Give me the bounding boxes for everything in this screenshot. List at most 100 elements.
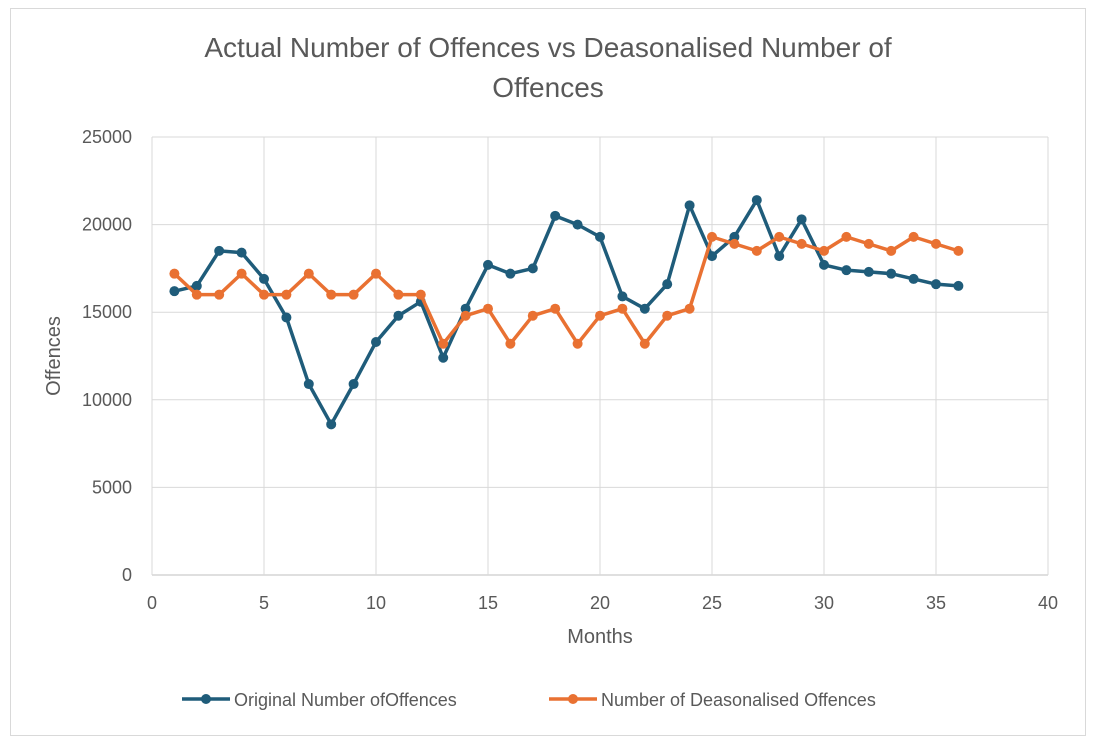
data-point: [326, 419, 337, 430]
data-point: [662, 310, 673, 321]
y-axis-title: Offences: [43, 316, 65, 396]
series-layer: [169, 195, 964, 430]
data-point: [684, 303, 695, 314]
data-point: [281, 289, 292, 300]
data-point: [214, 289, 225, 300]
data-point: [662, 279, 673, 290]
y-tick-label: 15000: [82, 302, 132, 322]
data-point: [483, 303, 493, 314]
x-tick-label: 20: [590, 593, 610, 613]
data-point: [393, 289, 404, 300]
data-point: [483, 259, 493, 270]
x-tick-label: 15: [478, 593, 498, 613]
data-point: [908, 231, 919, 242]
data-point: [348, 379, 359, 390]
data-point: [639, 303, 650, 314]
data-point: [819, 245, 829, 256]
data-point: [617, 303, 628, 314]
data-point: [438, 338, 449, 349]
data-point: [169, 268, 180, 279]
data-point: [236, 268, 247, 279]
data-point: [438, 352, 449, 363]
y-tick-label: 20000: [82, 215, 132, 235]
legend-marker-original: [201, 694, 211, 704]
x-tick-label: 0: [147, 593, 157, 613]
x-axis-title: Months: [567, 626, 633, 648]
y-tick-label: 5000: [92, 477, 132, 497]
x-tick-label: 30: [814, 593, 834, 613]
data-point: [684, 200, 695, 211]
data-point: [371, 336, 381, 347]
y-tick-label: 10000: [82, 390, 132, 410]
data-point: [863, 238, 874, 249]
x-tick-label: 40: [1038, 593, 1058, 613]
legend: Original Number ofOffences Number of Dea…: [182, 690, 876, 710]
series-line: [173, 235, 959, 346]
chart-frame: [10, 8, 1086, 736]
x-tick-label: 35: [926, 593, 946, 613]
data-point: [550, 210, 561, 221]
data-point: [527, 310, 538, 321]
data-point: [931, 238, 941, 249]
data-point: [841, 231, 852, 242]
data-point: [729, 231, 740, 242]
x-tick-label: 5: [259, 593, 269, 613]
data-point: [326, 289, 337, 300]
data-point: [729, 238, 740, 249]
data-point: [751, 245, 762, 256]
data-point: [639, 338, 650, 349]
data-point: [617, 291, 628, 302]
data-point: [707, 231, 717, 242]
data-point: [841, 265, 852, 276]
legend-label-deseasonalised: Number of Deasonalised Offences: [601, 690, 876, 710]
data-point: [303, 379, 314, 390]
data-point: [415, 289, 426, 300]
chart-title-line-1: Actual Number of Offences vs Deasonalise…: [204, 32, 892, 63]
data-point: [774, 231, 785, 242]
data-point: [527, 263, 538, 274]
data-point: [796, 238, 807, 249]
y-tick-label: 25000: [82, 127, 132, 147]
series-1: [169, 231, 964, 349]
data-point: [505, 338, 516, 349]
data-point: [259, 289, 269, 300]
data-point: [572, 219, 583, 230]
data-point: [460, 303, 471, 314]
data-point: [348, 289, 359, 300]
data-point: [460, 310, 471, 321]
data-point: [371, 268, 381, 279]
data-point: [281, 312, 292, 323]
data-point: [751, 195, 762, 206]
data-point: [214, 245, 225, 256]
chart-title-line-2: Offences: [492, 72, 604, 103]
data-point: [953, 245, 964, 256]
data-point: [707, 251, 717, 262]
data-point: [595, 310, 605, 321]
x-tick-label: 25: [702, 593, 722, 613]
tick-labels: 0 5000 10000 15000 20000 25000 0 5 10 15 20 25 30 35 4…: [82, 127, 1058, 613]
data-point: [819, 259, 829, 270]
data-point: [595, 231, 605, 242]
data-point: [886, 268, 897, 279]
y-tick-label: 0: [122, 565, 132, 585]
data-point: [191, 280, 202, 291]
data-point: [863, 266, 874, 277]
data-point: [931, 279, 941, 290]
data-point: [774, 251, 785, 262]
data-point: [169, 286, 180, 297]
data-point: [796, 214, 807, 225]
data-point: [303, 268, 314, 279]
data-point: [236, 247, 247, 258]
data-point: [393, 310, 404, 321]
x-tick-label: 10: [366, 593, 386, 613]
gridlines: [151, 136, 1049, 576]
data-point: [191, 289, 202, 300]
data-point: [572, 338, 583, 349]
data-point: [908, 273, 919, 284]
data-point: [953, 280, 964, 291]
data-point: [259, 273, 269, 284]
data-point: [550, 303, 561, 314]
data-point: [505, 268, 516, 279]
series-0: [169, 195, 964, 430]
